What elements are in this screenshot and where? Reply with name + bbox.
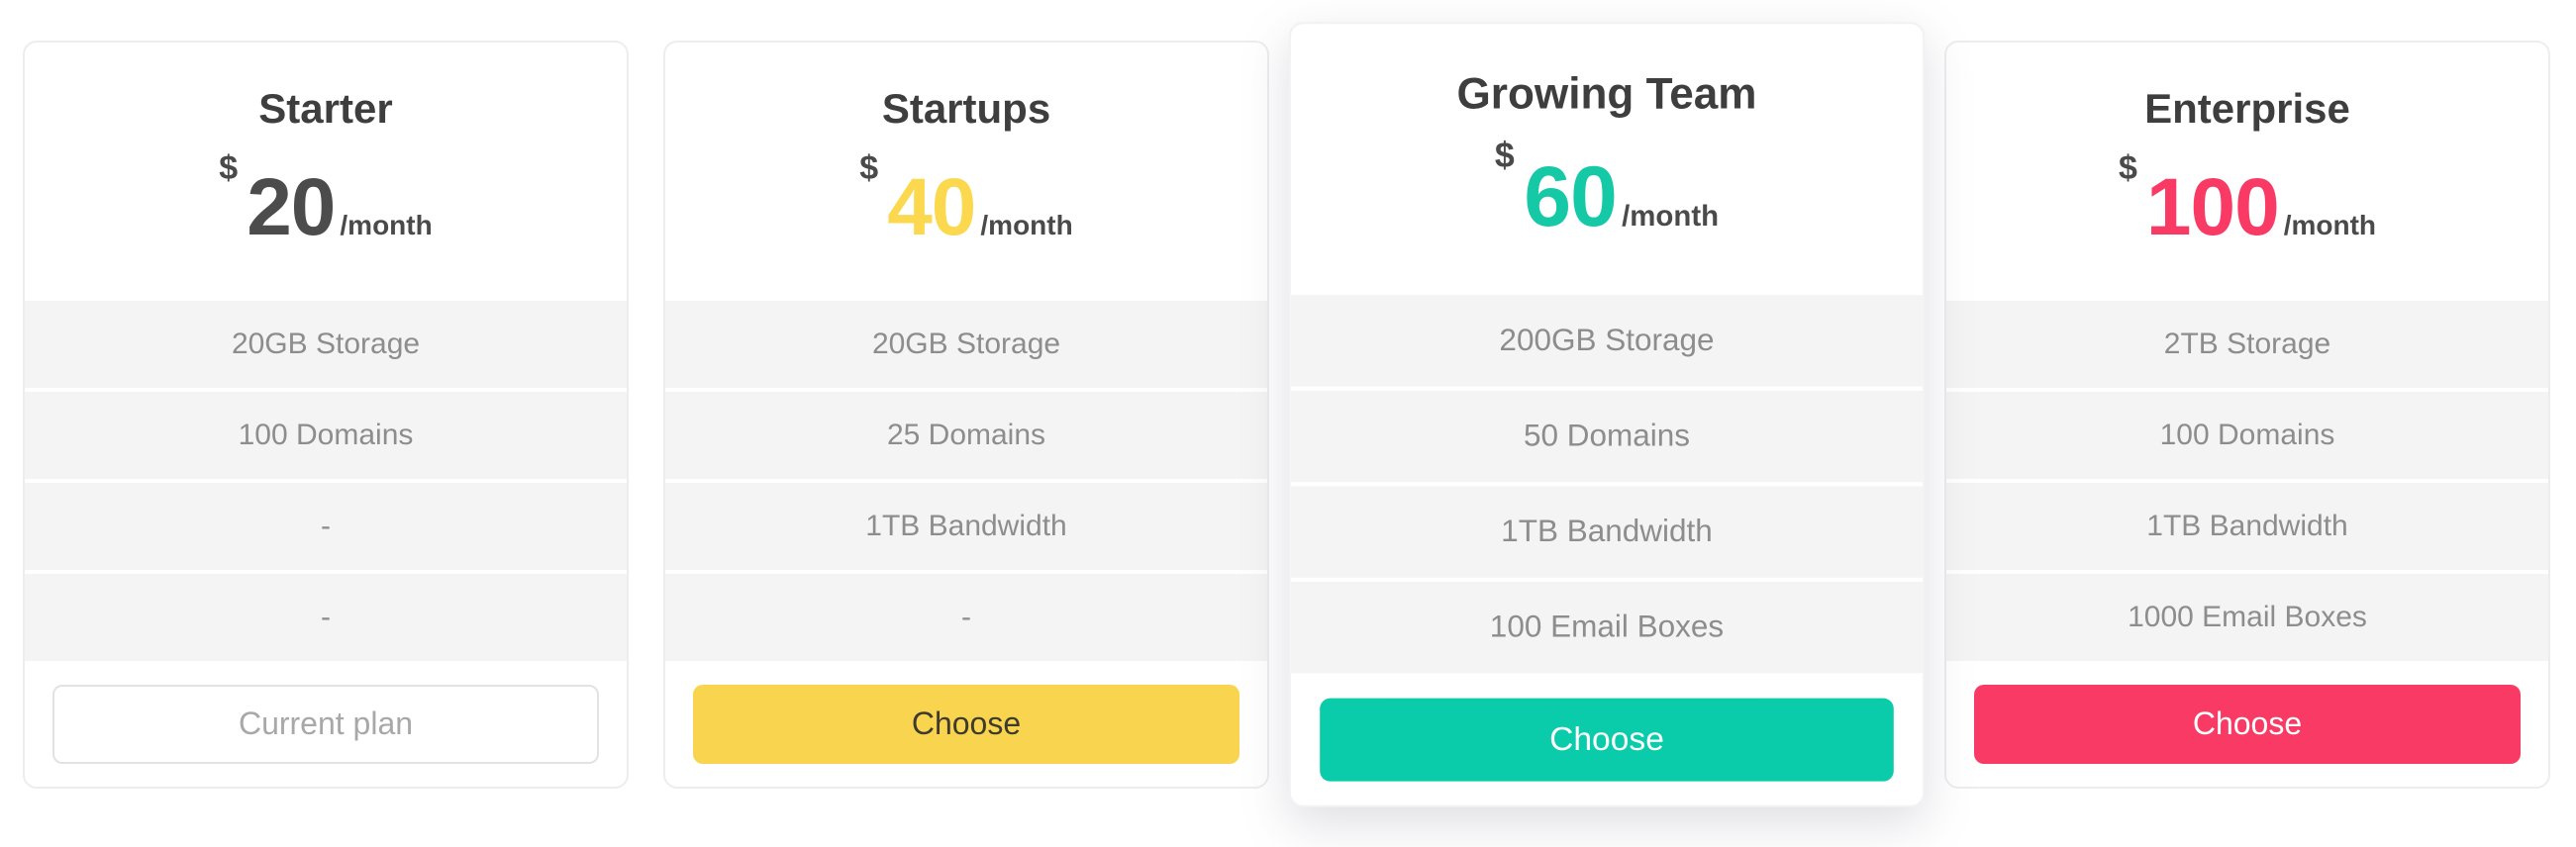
feature-row: - xyxy=(665,574,1267,661)
plan-title: Starter xyxy=(258,85,393,132)
feature-row: 1TB Bandwidth xyxy=(1946,483,2548,570)
plan-footer: Choose xyxy=(1291,673,1923,804)
plan-header: Enterprise $ 100 /month xyxy=(1946,43,2548,301)
plan-price: $ 20 /month xyxy=(219,149,433,301)
plan-title: Enterprise xyxy=(2144,85,2350,132)
plan-header: Growing Team $ 60 /month xyxy=(1291,24,1923,295)
feature-row: 100 Domains xyxy=(1946,392,2548,479)
feature-row: 20GB Storage xyxy=(25,301,627,388)
price-currency: $ xyxy=(1494,136,1515,176)
plan-button-starter[interactable]: Current plan xyxy=(52,684,599,764)
price-amount: 100 xyxy=(2145,162,2280,253)
plan-button-growing-team[interactable]: Choose xyxy=(1320,698,1894,782)
feature-row: 200GB Storage xyxy=(1290,295,1924,387)
price-amount: 60 xyxy=(1524,149,1618,244)
plan-card-starter: Starter $ 20 /month 20GB Storage 100 Doma… xyxy=(23,41,629,789)
feature-row: 20GB Storage xyxy=(665,301,1267,388)
plan-header: Starter $ 20 /month xyxy=(25,43,627,301)
feature-row: 1TB Bandwidth xyxy=(1290,486,1924,578)
price-amount: 40 xyxy=(887,162,976,253)
feature-row: 100 Email Boxes xyxy=(1290,582,1924,674)
plan-title: Growing Team xyxy=(1456,68,1757,118)
feature-row: 1000 Email Boxes xyxy=(1946,574,2548,661)
plan-title: Startups xyxy=(881,85,1051,132)
plan-header: Startups $ 40 /month xyxy=(665,43,1267,301)
plan-button-enterprise[interactable]: Choose xyxy=(1974,684,2521,764)
plan-card-startups: Startups $ 40 /month 20GB Storage 25 Doma… xyxy=(663,41,1269,789)
plan-feature-list: 200GB Storage 50 Domains 1TB Bandwidth 100 … xyxy=(1290,295,1924,674)
price-amount: 20 xyxy=(247,162,336,253)
feature-row: 25 Domains xyxy=(665,392,1267,479)
plan-price: $ 40 /month xyxy=(859,149,1073,301)
plan-footer: Choose xyxy=(1946,661,2548,787)
feature-row: - xyxy=(25,574,627,661)
plan-price: $ 100 /month xyxy=(2119,149,2377,301)
plan-feature-list: 20GB Storage 100 Domains - - xyxy=(25,301,627,661)
price-currency: $ xyxy=(2118,149,2137,188)
feature-row: 100 Domains xyxy=(25,392,627,479)
price-period: /month xyxy=(1622,199,1720,233)
feature-row: - xyxy=(25,483,627,570)
plan-feature-list: 20GB Storage 25 Domains 1TB Bandwidth - xyxy=(665,301,1267,661)
plan-card-growing-team: Growing Team $ 60 /month 200GB Storage 50… xyxy=(1288,22,1926,807)
plan-feature-list: 2TB Storage 100 Domains 1TB Bandwidth 1000 … xyxy=(1946,301,2548,661)
plan-card-enterprise: Enterprise $ 100 /month 2TB Storage 100 D… xyxy=(1944,41,2550,789)
price-period: /month xyxy=(340,210,433,241)
price-period: /month xyxy=(2283,210,2377,241)
plan-footer: Current plan xyxy=(25,661,627,787)
plan-button-startups[interactable]: Choose xyxy=(693,684,1239,764)
feature-row: 50 Domains xyxy=(1290,390,1924,483)
price-currency: $ xyxy=(219,149,239,188)
price-period: /month xyxy=(980,210,1073,241)
plan-price: $ 60 /month xyxy=(1495,137,1720,296)
pricing-table: Starter $ 20 /month 20GB Storage 100 Doma… xyxy=(23,22,2550,807)
feature-row: 1TB Bandwidth xyxy=(665,483,1267,570)
price-currency: $ xyxy=(859,149,879,188)
feature-row: 2TB Storage xyxy=(1946,301,2548,388)
plan-footer: Choose xyxy=(665,661,1267,787)
